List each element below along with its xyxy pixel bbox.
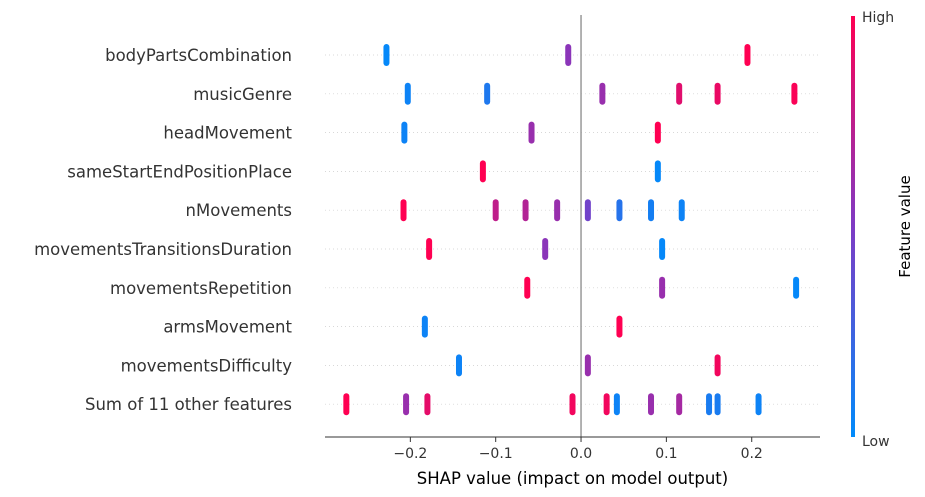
row-gridlines <box>325 54 820 405</box>
shap-point <box>676 82 683 105</box>
shap-point <box>383 44 390 66</box>
feature-label: movementsDifficulty <box>121 356 293 375</box>
shap-point <box>659 238 666 260</box>
shap-point <box>755 393 762 416</box>
feature-label: movementsRepetition <box>110 279 292 298</box>
x-tick-label: 0.1 <box>655 446 677 462</box>
shap-point <box>584 354 591 377</box>
shap-point <box>565 44 572 66</box>
x-tick-label: 0.0 <box>570 446 592 462</box>
shap-point <box>714 393 721 416</box>
shap-point <box>403 393 410 416</box>
shap-point <box>616 199 623 222</box>
shap-point <box>404 82 411 105</box>
feature-label: sameStartEndPositionPlace <box>67 162 292 181</box>
shap-point <box>479 160 486 183</box>
shap-point <box>793 276 800 299</box>
shap-point <box>603 393 610 416</box>
shap-point <box>659 276 666 299</box>
shap-point <box>455 354 462 377</box>
feature-label: musicGenre <box>193 85 292 104</box>
x-axis: −0.2 −0.1 0.0 0.1 0.2 <box>325 436 820 462</box>
colorbar-title: Feature value <box>896 175 914 277</box>
shap-point <box>744 44 751 66</box>
shap-point <box>400 199 407 222</box>
colorbar-low-label: Low <box>862 434 890 450</box>
shap-point <box>484 82 491 105</box>
shap-point <box>569 393 576 416</box>
shap-point <box>613 393 620 416</box>
shap-point <box>654 160 661 183</box>
x-tick-label: −0.2 <box>393 446 427 462</box>
x-axis-title: SHAP value (impact on model output) <box>417 469 728 488</box>
shap-point <box>421 315 428 338</box>
shap-point <box>584 199 591 222</box>
colorbar-gradient <box>851 16 855 437</box>
shap-point <box>648 393 655 416</box>
shap-point <box>524 276 531 299</box>
shap-point <box>542 238 549 260</box>
shap-point <box>554 199 561 222</box>
x-tick-label: 0.2 <box>741 446 763 462</box>
shap-point <box>654 121 661 144</box>
x-tick-label: −0.1 <box>479 446 513 462</box>
shap-point <box>528 121 535 144</box>
shap-point <box>426 238 433 260</box>
shap-points <box>343 44 800 416</box>
shap-point <box>492 199 499 222</box>
colorbar-high-label: High <box>862 10 894 26</box>
feature-label: armsMovement <box>163 318 292 337</box>
feature-label: nMovements <box>186 201 292 220</box>
feature-label: movementsTransitionsDuration <box>34 240 292 259</box>
shap-point <box>676 393 683 416</box>
shap-point <box>678 199 685 222</box>
colorbar: High Low Feature value <box>851 10 914 450</box>
feature-labels: bodyPartsCombination musicGenre headMoveme… <box>34 46 292 414</box>
shap-point <box>791 82 798 105</box>
shap-point <box>714 82 721 105</box>
shap-point <box>343 393 350 416</box>
shap-point <box>706 393 713 416</box>
shap-point <box>522 199 529 222</box>
feature-label: bodyPartsCombination <box>105 46 292 65</box>
shap-point <box>648 199 655 222</box>
feature-label: headMovement <box>163 124 292 143</box>
shap-point <box>616 315 623 338</box>
shap-point <box>714 354 721 377</box>
shap-point <box>401 121 408 144</box>
shap-point <box>424 393 431 416</box>
feature-label: Sum of 11 other features <box>85 395 292 414</box>
shap-point <box>599 82 606 105</box>
